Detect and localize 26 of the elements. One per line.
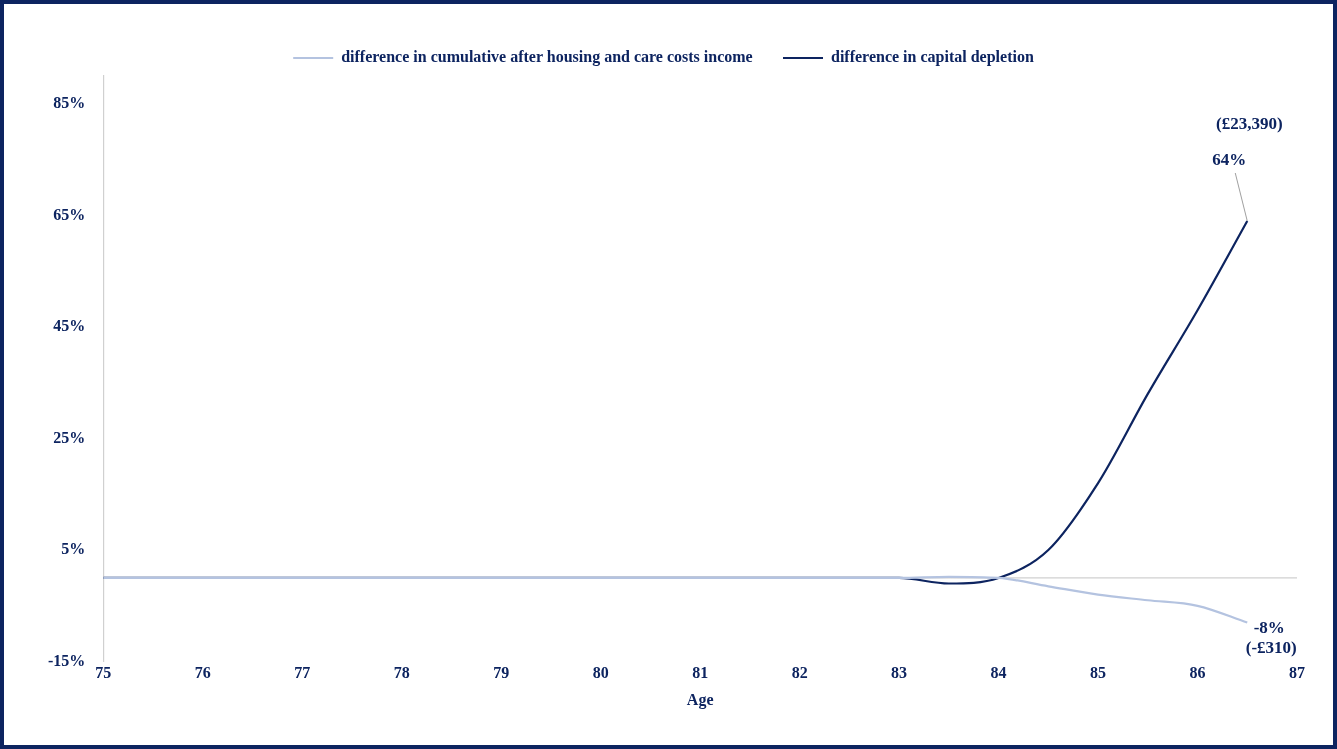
x-tick-label: 82 [791, 664, 808, 682]
x-tick-label: 87 [1289, 664, 1305, 682]
x-tick-label: 76 [194, 664, 211, 682]
y-tick-label: 25% [53, 428, 86, 446]
annotation: (-£310) [1245, 637, 1297, 657]
legend-label: difference in cumulative after housing and care costs income [341, 48, 753, 67]
data-label: 64% [1212, 150, 1247, 170]
y-tick-label: 65% [53, 205, 86, 223]
x-tick-label: 80 [592, 664, 609, 682]
x-tick-label: 78 [393, 664, 410, 682]
y-tick-label: -15% [48, 651, 86, 669]
data-label: -8% [1253, 617, 1285, 637]
y-tick-label: 85% [53, 94, 86, 112]
x-tick-label: 75 [95, 664, 112, 682]
x-tick-label: 79 [493, 664, 510, 682]
x-tick-label: 83 [891, 664, 908, 682]
y-tick-label: 5% [61, 540, 86, 558]
x-tick-label: 81 [692, 664, 709, 682]
x-tick-label: 85 [1090, 664, 1107, 682]
y-tick-label: 45% [53, 317, 86, 335]
x-tick-label: 86 [1189, 664, 1206, 682]
x-axis-title: Age [686, 690, 714, 709]
x-tick-label: 84 [990, 664, 1007, 682]
legend-label: difference in capital depletion [831, 48, 1034, 67]
x-tick-label: 77 [294, 664, 311, 682]
annotation: (£23,390) [1215, 114, 1283, 134]
